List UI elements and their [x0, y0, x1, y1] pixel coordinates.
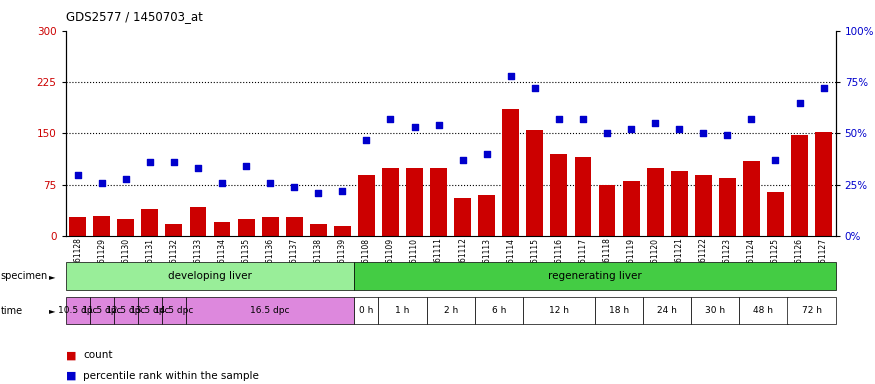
- Point: [720, 132, 734, 139]
- Bar: [623, 181, 640, 236]
- Point: [71, 171, 85, 177]
- Bar: [334, 226, 351, 236]
- Bar: [117, 219, 134, 236]
- Text: ■: ■: [66, 350, 76, 360]
- Point: [191, 165, 205, 171]
- Point: [480, 151, 494, 157]
- Bar: [358, 174, 374, 236]
- Bar: [527, 130, 543, 236]
- Text: specimen: specimen: [1, 271, 48, 281]
- Text: 48 h: 48 h: [753, 306, 774, 315]
- Bar: [238, 219, 255, 236]
- Text: 16.5 dpc: 16.5 dpc: [250, 306, 290, 315]
- Point: [383, 116, 397, 122]
- Text: 13.5 dpc: 13.5 dpc: [130, 306, 170, 315]
- Point: [335, 188, 349, 194]
- Point: [431, 122, 445, 128]
- Point: [768, 157, 782, 163]
- Text: 1 h: 1 h: [396, 306, 410, 315]
- Point: [263, 180, 277, 186]
- Point: [504, 73, 518, 79]
- Point: [143, 159, 157, 165]
- Text: 10.5 dpc: 10.5 dpc: [58, 306, 97, 315]
- Point: [600, 131, 614, 137]
- Bar: [310, 224, 326, 236]
- Bar: [647, 168, 663, 236]
- Point: [456, 157, 470, 163]
- Point: [287, 184, 301, 190]
- Text: 11.5 dpc: 11.5 dpc: [82, 306, 122, 315]
- Text: developing liver: developing liver: [168, 271, 252, 281]
- Point: [672, 126, 686, 132]
- Text: 2 h: 2 h: [444, 306, 458, 315]
- Bar: [454, 199, 471, 236]
- Bar: [382, 168, 399, 236]
- Bar: [190, 207, 206, 236]
- Bar: [671, 171, 688, 236]
- Bar: [502, 109, 519, 236]
- Text: 12.5 dpc: 12.5 dpc: [106, 306, 145, 315]
- Point: [119, 175, 133, 182]
- Point: [696, 131, 710, 137]
- Point: [167, 159, 181, 165]
- Bar: [575, 157, 592, 236]
- Point: [576, 116, 590, 122]
- Text: count: count: [83, 350, 113, 360]
- Bar: [406, 168, 423, 236]
- Text: ►: ►: [49, 306, 55, 315]
- Text: ■: ■: [66, 371, 76, 381]
- Point: [312, 190, 326, 196]
- Point: [360, 137, 374, 143]
- Bar: [598, 185, 615, 236]
- Text: 12 h: 12 h: [549, 306, 569, 315]
- Point: [408, 124, 422, 130]
- Bar: [479, 195, 495, 236]
- Bar: [69, 217, 86, 236]
- Bar: [214, 222, 230, 236]
- Text: percentile rank within the sample: percentile rank within the sample: [83, 371, 259, 381]
- Bar: [165, 224, 182, 236]
- Text: 72 h: 72 h: [802, 306, 822, 315]
- Text: regenerating liver: regenerating liver: [548, 271, 642, 281]
- Bar: [695, 174, 711, 236]
- Point: [624, 126, 638, 132]
- Point: [528, 85, 542, 91]
- Text: 30 h: 30 h: [705, 306, 725, 315]
- Text: GDS2577 / 1450703_at: GDS2577 / 1450703_at: [66, 10, 202, 23]
- Text: 18 h: 18 h: [609, 306, 629, 315]
- Bar: [743, 161, 760, 236]
- Point: [793, 99, 807, 106]
- Bar: [142, 209, 158, 236]
- Bar: [767, 192, 784, 236]
- Bar: [94, 216, 110, 236]
- Bar: [816, 132, 832, 236]
- Text: 0 h: 0 h: [360, 306, 374, 315]
- Point: [648, 120, 662, 126]
- Bar: [262, 217, 278, 236]
- Point: [94, 180, 108, 186]
- Bar: [719, 178, 736, 236]
- Bar: [791, 135, 808, 236]
- Point: [215, 180, 229, 186]
- Point: [816, 85, 830, 91]
- Text: 14.5 dpc: 14.5 dpc: [154, 306, 193, 315]
- Bar: [550, 154, 567, 236]
- Text: time: time: [1, 306, 23, 316]
- Text: 24 h: 24 h: [657, 306, 677, 315]
- Point: [552, 116, 566, 122]
- Text: 6 h: 6 h: [492, 306, 506, 315]
- Bar: [286, 217, 303, 236]
- Text: ►: ►: [49, 271, 55, 281]
- Bar: [430, 168, 447, 236]
- Point: [745, 116, 759, 122]
- Point: [239, 163, 253, 169]
